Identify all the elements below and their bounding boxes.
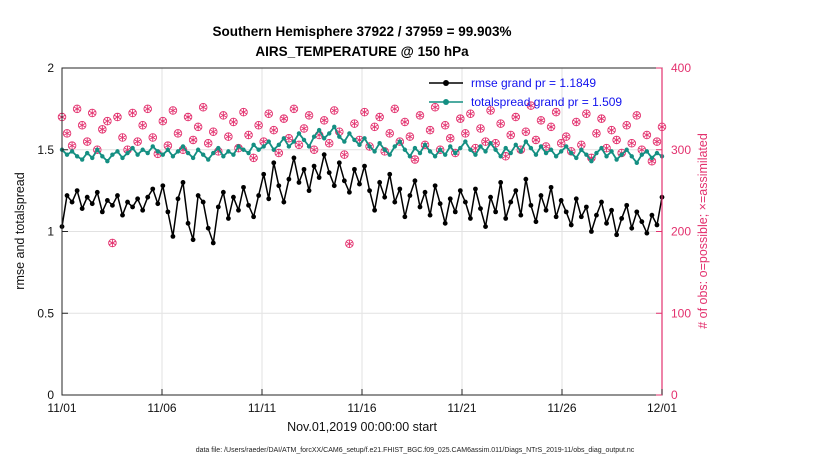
legend-entry-totalspread: totalspread grand pr = 1.509 [428,95,622,109]
chart-subtitle: AIRS_TEMPERATURE @ 150 hPa [255,44,469,59]
svg-text:100: 100 [671,306,691,320]
data-file-caption: data file: /Users/raeder/DAI/ATM_forcXX/… [195,447,635,454]
svg-text:300: 300 [671,143,691,157]
x-axis-label: Nov.01,2019 00:00:00 start [287,420,437,434]
svg-text:0: 0 [671,388,678,402]
legend: rmse grand pr = 1.1849 totalspread grand… [428,76,622,109]
legend-label-totalspread: totalspread grand pr = 1.509 [471,95,623,109]
legend-label-rmse: rmse grand pr = 1.1849 [471,76,597,90]
svg-text:11/01: 11/01 [47,401,76,415]
svg-text:0: 0 [47,388,54,402]
right-axis-label: # of obs: o=possible; ×=assimilated [696,133,710,329]
chart-title: Southern Hemisphere 37922 / 37959 = 99.9… [212,24,512,39]
svg-text:1.5: 1.5 [37,143,54,157]
svg-text:11/21: 11/21 [447,401,476,415]
svg-text:200: 200 [671,225,691,239]
legend-entry-rmse: rmse grand pr = 1.1849 [428,76,622,90]
legend-line-totalspread-icon [429,99,463,105]
svg-text:400: 400 [671,61,691,75]
svg-text:1: 1 [47,225,54,239]
svg-text:11/06: 11/06 [147,401,176,415]
svg-text:2: 2 [47,61,54,75]
svg-text:11/16: 11/16 [347,401,376,415]
left-axis-label: rmse and totalspread [13,172,27,290]
svg-text:11/26: 11/26 [547,401,576,415]
legend-line-rmse-icon [429,80,463,86]
svg-text:0.5: 0.5 [37,306,54,320]
svg-text:11/11: 11/11 [248,401,277,415]
svg-text:12/01: 12/01 [647,401,677,415]
